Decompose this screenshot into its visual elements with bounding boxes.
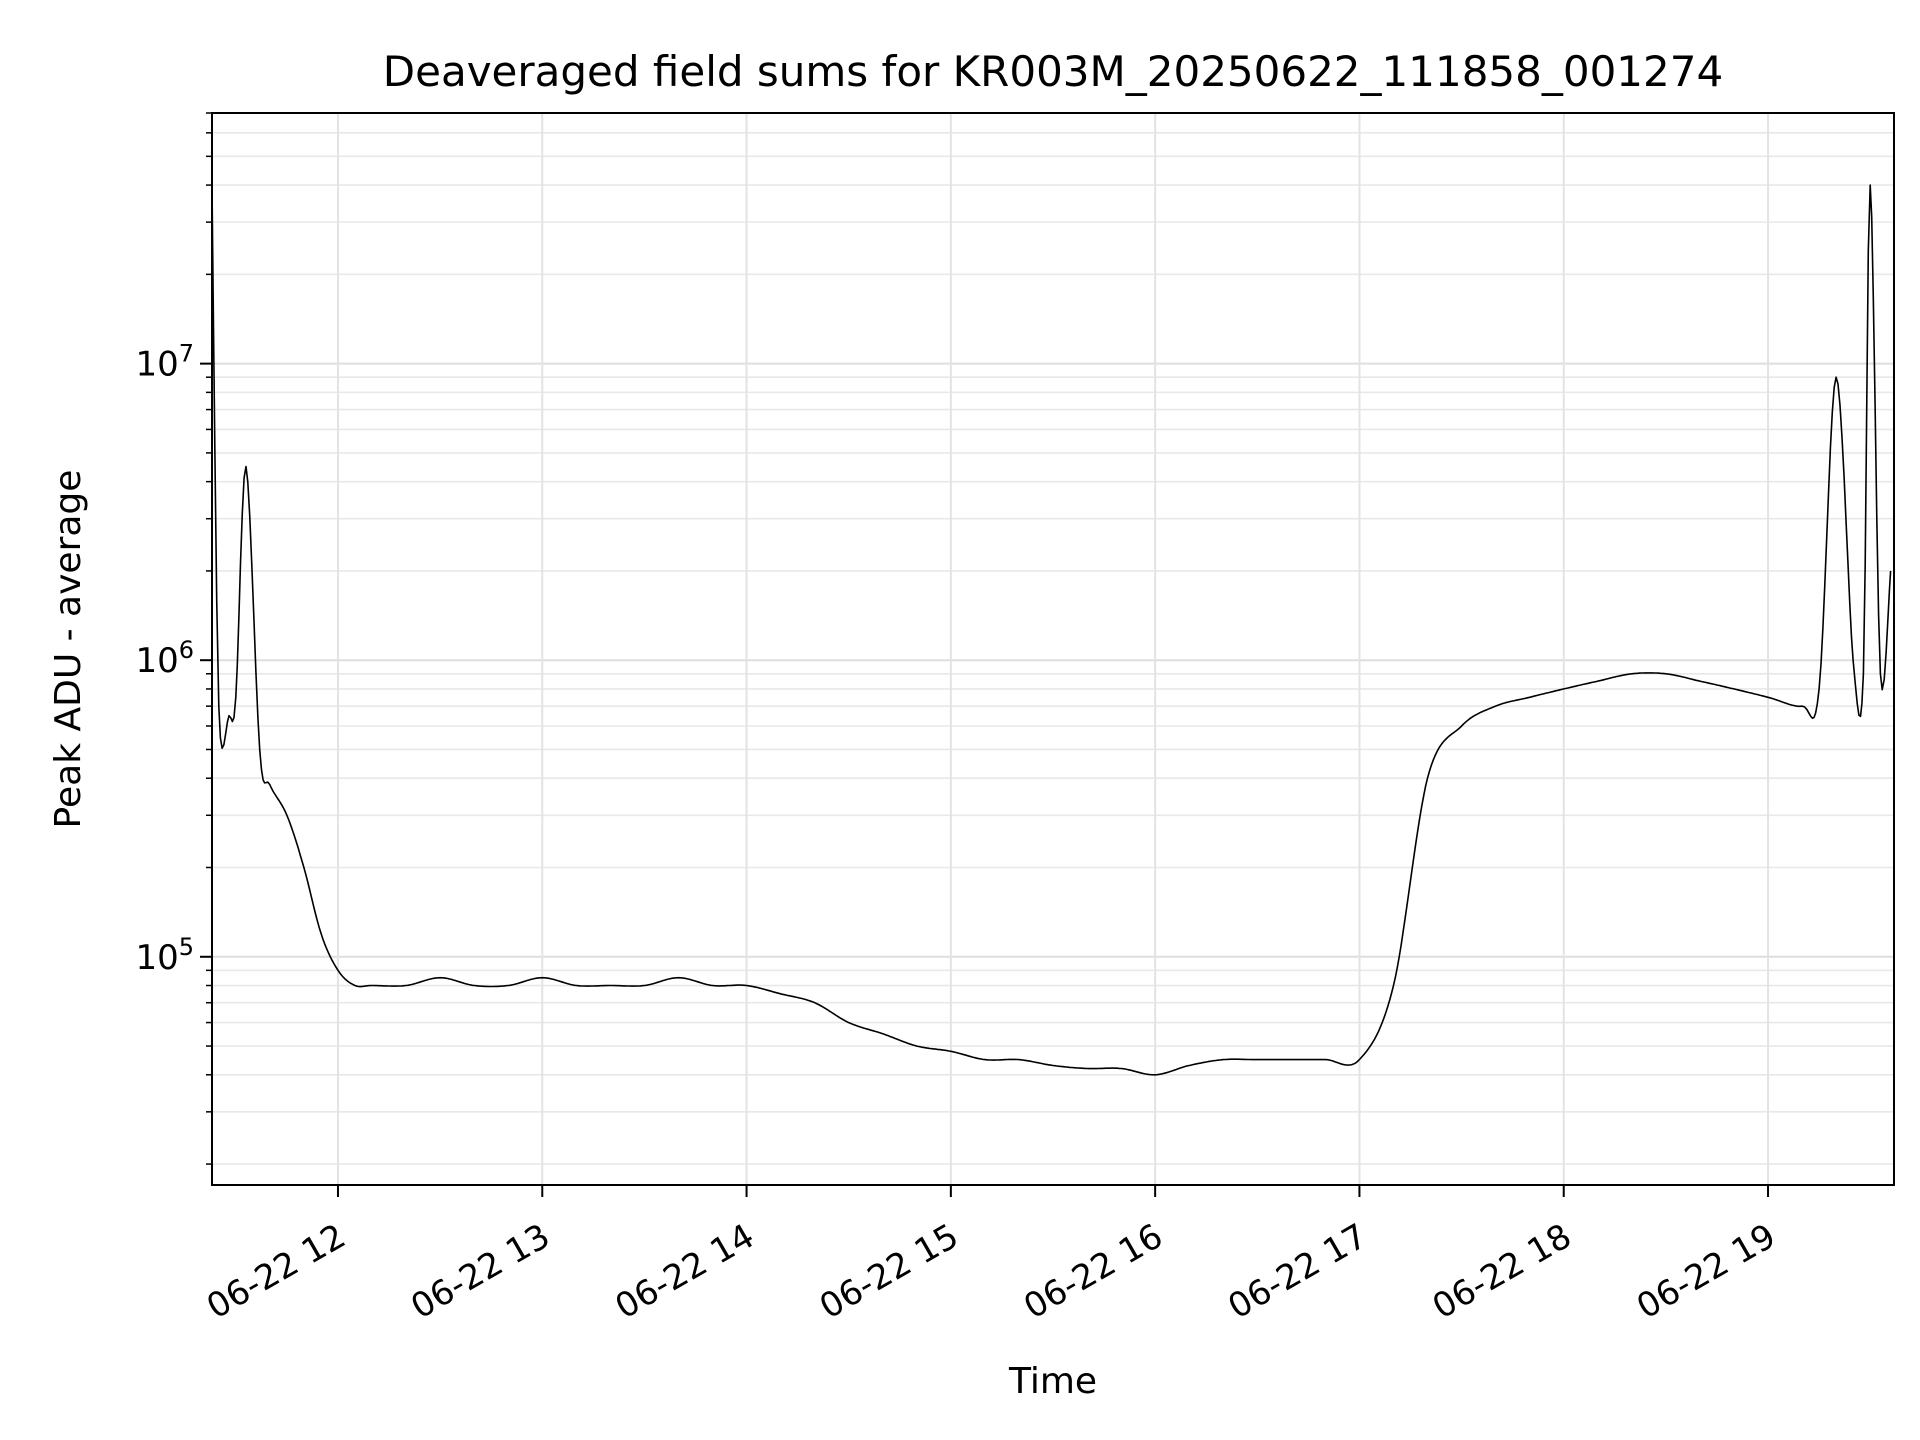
y-axis-label: Peak ADU - average bbox=[48, 470, 89, 829]
y-tick-exponent: 5 bbox=[179, 933, 194, 961]
y-tick-base: 10 bbox=[135, 345, 178, 385]
y-tick-label: 106 bbox=[135, 636, 194, 681]
series-layer bbox=[212, 184, 1892, 1076]
chart-title: Deaveraged field sums for KR003M_2025062… bbox=[383, 47, 1723, 96]
y-tick-base: 10 bbox=[135, 938, 178, 978]
x-axis-label: Time bbox=[1008, 1361, 1097, 1402]
y-tick-exponent: 6 bbox=[179, 636, 194, 664]
y-tick-label: 107 bbox=[135, 340, 194, 385]
series-line bbox=[212, 184, 1892, 1076]
y-tick-label: 105 bbox=[135, 933, 194, 978]
plot-frame bbox=[211, 112, 1895, 1186]
y-tick-base: 10 bbox=[135, 641, 178, 681]
y-tick-exponent: 7 bbox=[179, 340, 194, 368]
grid bbox=[212, 112, 1894, 1185]
